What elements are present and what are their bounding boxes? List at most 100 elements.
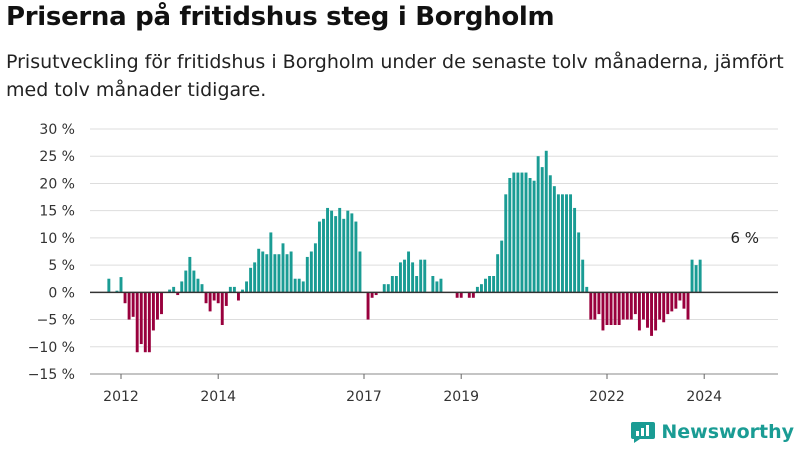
bar (317, 221, 321, 293)
bar (346, 210, 350, 293)
bar (544, 150, 548, 293)
bar (176, 292, 180, 296)
bar (180, 281, 184, 293)
bar (386, 284, 390, 293)
bar (573, 207, 577, 293)
bar (532, 180, 536, 293)
bar (273, 254, 277, 293)
bar (135, 292, 139, 353)
bar (394, 276, 398, 293)
bar (431, 276, 435, 293)
bar (500, 240, 504, 293)
bar (293, 278, 297, 293)
bar (666, 292, 670, 315)
latest-value-label: 6 % (730, 229, 759, 247)
bar (467, 292, 471, 298)
bar (504, 194, 508, 293)
bar (322, 218, 325, 293)
bar (658, 292, 662, 320)
bar (641, 292, 645, 320)
y-tick-label: 5 % (48, 258, 75, 274)
y-tick-label: −10 % (28, 340, 75, 356)
y-tick-label: 10 % (39, 231, 75, 247)
bar (488, 276, 492, 293)
bar (662, 292, 666, 323)
bar (471, 292, 475, 298)
bar (589, 292, 593, 320)
bar (216, 292, 220, 304)
bar (241, 289, 244, 293)
bar (200, 284, 204, 293)
bar (143, 292, 147, 353)
brand-logo: Newsworthy (630, 420, 794, 444)
bar (398, 262, 402, 293)
bar (597, 292, 601, 315)
bar (439, 278, 443, 293)
bar (516, 172, 520, 293)
bar (281, 243, 285, 293)
bar (261, 251, 265, 293)
bar (601, 292, 605, 331)
bar (629, 292, 633, 320)
bar (257, 248, 261, 293)
bar (674, 292, 678, 309)
bar (147, 292, 151, 353)
bar (382, 284, 386, 293)
x-tick-label: 2014 (200, 389, 236, 405)
x-tick-label: 2022 (589, 389, 625, 405)
bar (625, 292, 629, 320)
bar (492, 276, 496, 293)
bar (313, 243, 317, 293)
bar (224, 292, 228, 306)
bar (479, 284, 483, 293)
bar (536, 156, 540, 293)
bar (342, 218, 346, 293)
bar (581, 259, 585, 293)
bar (277, 254, 281, 293)
y-tick-label: 30 % (39, 122, 75, 138)
bar (301, 281, 305, 293)
bar (168, 289, 172, 293)
bar (411, 262, 415, 293)
bar (654, 292, 658, 331)
newsworthy-logo-icon (631, 422, 656, 443)
bar (269, 232, 273, 293)
bar (650, 292, 654, 336)
bar (670, 292, 674, 312)
bar (435, 281, 439, 293)
bar (370, 292, 374, 298)
bar (220, 292, 224, 325)
bar (565, 194, 568, 293)
bar (407, 251, 411, 293)
bar (285, 254, 289, 293)
bar (184, 270, 188, 293)
bar (245, 281, 249, 293)
bar (484, 278, 487, 293)
bar (686, 292, 690, 320)
bar (228, 286, 232, 293)
bar (309, 251, 313, 293)
bar (678, 292, 682, 301)
bar (552, 186, 556, 293)
bar (621, 292, 625, 320)
bar (390, 276, 394, 293)
bar (415, 276, 419, 293)
bar (188, 256, 192, 293)
bar (297, 278, 301, 293)
y-tick-label: 20 % (39, 176, 75, 192)
bar (633, 292, 637, 315)
y-tick-label: 0 % (48, 285, 75, 301)
bar (617, 292, 621, 325)
bar (354, 221, 358, 293)
bar (682, 292, 686, 309)
bar (115, 290, 119, 293)
bar (419, 259, 423, 293)
bar (326, 207, 330, 293)
bar (528, 178, 532, 293)
bar (350, 213, 354, 293)
bar (232, 286, 236, 293)
bar (637, 292, 641, 331)
bar (475, 286, 479, 293)
bar (524, 172, 528, 293)
